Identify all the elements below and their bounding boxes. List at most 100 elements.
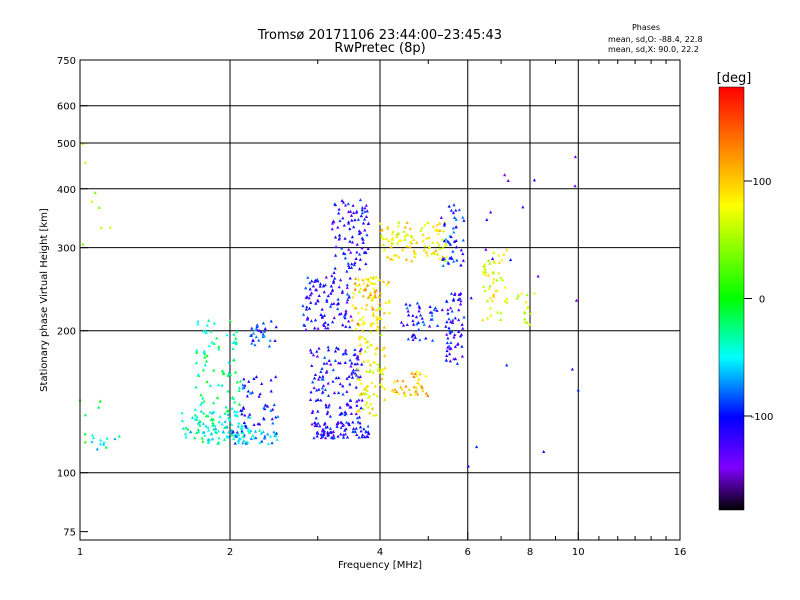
data-point — [268, 338, 272, 342]
data-point — [350, 375, 355, 379]
data-point — [381, 372, 385, 376]
data-point — [226, 389, 230, 393]
data-point — [304, 286, 308, 290]
data-point — [452, 259, 456, 263]
data-point — [417, 309, 421, 313]
data-point — [442, 239, 446, 243]
data-point — [272, 403, 276, 407]
data-point — [353, 281, 357, 285]
data-point — [222, 437, 227, 441]
data-point — [505, 300, 509, 304]
data-point — [408, 245, 412, 249]
data-point — [375, 327, 379, 331]
data-point — [366, 384, 370, 388]
data-point — [271, 407, 275, 411]
data-point — [198, 403, 203, 407]
data-point — [330, 289, 334, 293]
data-point — [312, 386, 316, 390]
data-point — [242, 406, 246, 410]
data-point — [453, 316, 457, 320]
data-point — [421, 239, 425, 243]
data-point — [241, 383, 245, 387]
data-point — [455, 342, 460, 346]
data-point — [217, 436, 221, 440]
data-point — [333, 266, 337, 270]
data-point — [396, 224, 400, 228]
data-point — [307, 306, 312, 310]
data-point — [195, 415, 199, 419]
data-point — [337, 376, 341, 380]
data-point — [482, 271, 486, 275]
data-point — [261, 321, 266, 325]
data-point — [246, 428, 251, 432]
data-point — [427, 236, 431, 240]
data-point — [370, 381, 374, 385]
data-point — [378, 306, 382, 310]
x-tick-label: 2 — [227, 547, 233, 558]
data-point — [326, 381, 330, 385]
data-point — [364, 215, 369, 219]
data-point — [426, 246, 431, 250]
data-point — [438, 228, 442, 232]
data-point — [117, 434, 121, 438]
data-point — [379, 228, 383, 232]
data-point — [327, 403, 331, 407]
data-point — [231, 429, 235, 433]
data-point — [455, 258, 459, 262]
data-point — [251, 433, 255, 437]
data-point — [361, 294, 365, 298]
data-point — [204, 414, 208, 418]
data-point — [379, 367, 383, 371]
data-point — [263, 327, 267, 331]
data-point — [373, 360, 377, 364]
data-point — [329, 362, 333, 366]
data-point — [410, 334, 414, 338]
data-point — [421, 232, 425, 236]
data-point — [502, 252, 506, 256]
data-point — [383, 387, 387, 391]
data-point — [448, 256, 452, 260]
data-point — [382, 311, 386, 315]
data-point — [348, 325, 352, 329]
data-point — [201, 421, 205, 425]
data-point — [96, 405, 101, 409]
data-point — [405, 322, 409, 326]
data-point — [232, 437, 236, 441]
data-point — [451, 318, 455, 322]
data-point — [435, 324, 440, 328]
data-point — [392, 380, 397, 384]
data-point — [371, 370, 375, 374]
data-point — [529, 311, 533, 315]
data-point — [196, 427, 201, 431]
data-point — [485, 299, 490, 303]
data-point — [382, 279, 386, 283]
data-point — [235, 329, 239, 333]
data-point — [365, 434, 369, 438]
data-point — [402, 229, 406, 233]
data-point — [313, 279, 317, 283]
data-point — [395, 234, 399, 238]
data-point — [450, 320, 455, 324]
data-point — [449, 208, 453, 212]
data-point — [240, 429, 244, 433]
data-point — [421, 320, 425, 324]
data-point — [454, 225, 458, 229]
data-point — [339, 425, 343, 429]
data-point — [335, 424, 339, 428]
data-point — [105, 436, 109, 440]
data-point — [315, 430, 319, 434]
data-point — [411, 338, 415, 342]
data-point — [431, 240, 435, 244]
data-point — [532, 291, 536, 295]
data-point — [483, 289, 487, 293]
y-axis-label: Stationary phase Virtual Height [km] — [39, 208, 50, 392]
data-point — [379, 382, 383, 386]
data-point — [308, 287, 312, 291]
data-point — [430, 310, 434, 314]
data-point — [249, 436, 253, 440]
data-point — [417, 377, 421, 381]
data-point — [370, 305, 374, 309]
data-point — [437, 243, 441, 247]
data-point — [203, 363, 207, 367]
data-point — [353, 352, 357, 356]
